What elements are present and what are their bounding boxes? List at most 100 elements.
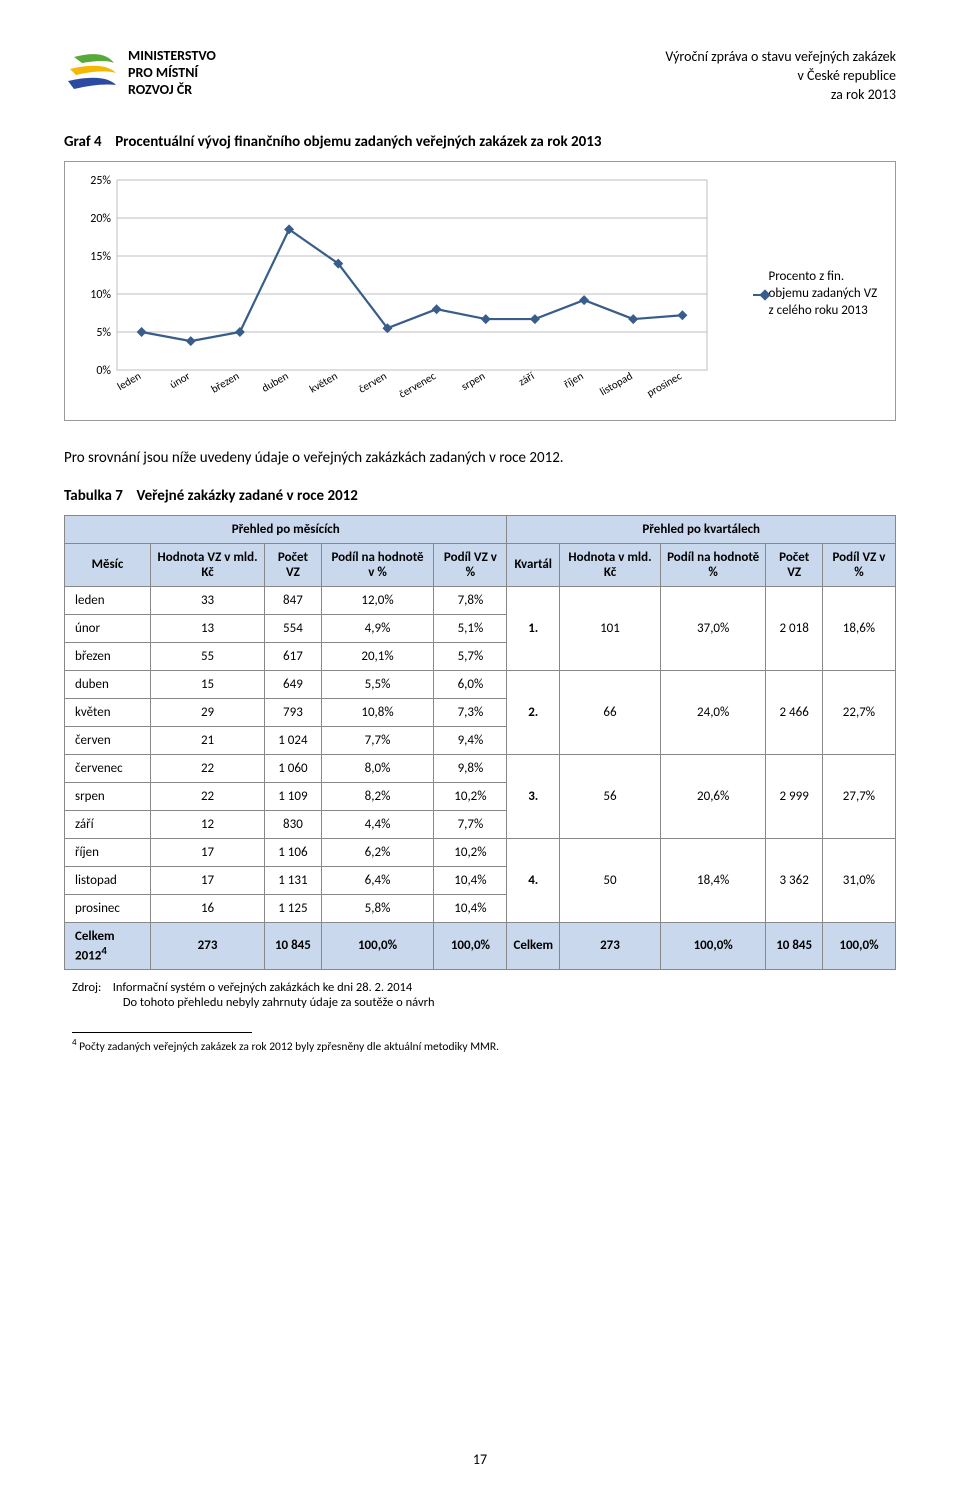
report-line3: za rok 2013 — [665, 86, 896, 105]
svg-text:únor: únor — [167, 369, 192, 391]
cell: 273 — [560, 922, 661, 969]
footnote-number: 4 — [72, 1037, 77, 1048]
table-title: Veřejné zakázky zadané v roce 2012 — [136, 487, 357, 505]
cell: 101 — [560, 586, 661, 670]
svg-text:červenec: červenec — [397, 369, 439, 401]
cell: 1. — [507, 586, 560, 670]
cell: 10,4% — [434, 866, 507, 894]
cell: 22,7% — [822, 670, 895, 754]
svg-text:prosinec: prosinec — [645, 369, 685, 399]
cell: červenec — [65, 754, 151, 782]
svg-text:5%: 5% — [96, 326, 111, 340]
footnote: 4 Počty zadaných veřejných zakázek za ro… — [64, 1037, 896, 1054]
report-line1: Výroční zpráva o stavu veřejných zakázek — [665, 48, 896, 67]
legend-marker-icon — [753, 289, 763, 301]
svg-text:srpen: srpen — [459, 369, 487, 393]
chart-title-row: Graf 4 Procentuální vývoj finančního obj… — [64, 133, 896, 151]
cell: 7,7% — [434, 810, 507, 838]
cell: 1 106 — [265, 838, 322, 866]
footnote-rule — [72, 1032, 252, 1033]
cell: 10,2% — [434, 838, 507, 866]
cell: leden — [65, 586, 151, 614]
ministry-logo-icon — [64, 53, 118, 93]
cell: 1 131 — [265, 866, 322, 894]
source-line2: Do tohoto přehledu nebyly zahrnuty údaje… — [123, 995, 435, 1010]
th-col: Kvartál — [507, 543, 560, 586]
ministry-line1: MINISTERSTVO — [128, 48, 216, 65]
cell: 9,4% — [434, 726, 507, 754]
cell: 1 125 — [265, 894, 322, 922]
cell: březen — [65, 642, 151, 670]
table-row: říjen171 1066,2%10,2%4.5018,4%3 36231,0% — [65, 838, 896, 866]
th-col: Hodnota VZ v mld. Kč — [150, 543, 264, 586]
chart-title: Procentuální vývoj finančního objemu zad… — [115, 133, 601, 151]
cell: 793 — [265, 698, 322, 726]
table-row: leden3384712,0%7,8%1.10137,0%2 01818,6% — [65, 586, 896, 614]
cell: 2 999 — [766, 754, 823, 838]
table-label: Tabulka 7 — [64, 487, 123, 505]
ministry-line2: PRO MÍSTNÍ — [128, 65, 216, 82]
cell: 56 — [560, 754, 661, 838]
cell: srpen — [65, 782, 151, 810]
cell: 18,4% — [660, 838, 766, 922]
svg-text:březen: březen — [209, 369, 242, 395]
cell: 9,8% — [434, 754, 507, 782]
cell: 649 — [265, 670, 322, 698]
cell: 1 109 — [265, 782, 322, 810]
cell: 100,0% — [660, 922, 766, 969]
cell: únor — [65, 614, 151, 642]
cell: 7,7% — [321, 726, 434, 754]
cell: 20,1% — [321, 642, 434, 670]
th-col: Podíl na hodnotě % — [660, 543, 766, 586]
source-block: Zdroj: Informační systém o veřejných zak… — [64, 980, 896, 1010]
svg-text:25%: 25% — [90, 174, 111, 188]
cell: 24,0% — [660, 670, 766, 754]
cell: 29 — [150, 698, 264, 726]
cell: 50 — [560, 838, 661, 922]
th-col: Počet VZ — [766, 543, 823, 586]
cell: 20,6% — [660, 754, 766, 838]
th-col: Podíl VZ v % — [822, 543, 895, 586]
cell: 554 — [265, 614, 322, 642]
cell: 21 — [150, 726, 264, 754]
cell: 5,1% — [434, 614, 507, 642]
cell: 2 466 — [766, 670, 823, 754]
intro-text: Pro srovnání jsou níže uvedeny údaje o v… — [64, 449, 896, 467]
page-header: MINISTERSTVO PRO MÍSTNÍ ROZVOJ ČR Výročn… — [64, 48, 896, 105]
data-table: Přehled po měsících Přehled po kvartálec… — [64, 515, 896, 970]
cell: 5,5% — [321, 670, 434, 698]
svg-text:leden: leden — [115, 369, 143, 393]
cell: 7,8% — [434, 586, 507, 614]
cell: 6,0% — [434, 670, 507, 698]
svg-text:říjen: říjen — [562, 369, 586, 390]
cell: 6,4% — [321, 866, 434, 894]
cell: 22 — [150, 782, 264, 810]
totals-row: Celkem 2012427310 845100,0%100,0%Celkem2… — [65, 922, 896, 969]
cell: červen — [65, 726, 151, 754]
cell: 617 — [265, 642, 322, 670]
cell: 273 — [150, 922, 264, 969]
th-col: Podíl VZ v % — [434, 543, 507, 586]
cell: 2 018 — [766, 586, 823, 670]
chart-container: 0%5%10%15%20%25%ledenúnorbřezendubenkvět… — [64, 161, 896, 421]
cell: listopad — [65, 866, 151, 894]
cell: 10,2% — [434, 782, 507, 810]
source-line1: Informační systém o veřejných zakázkách … — [113, 980, 413, 995]
cell: 7,3% — [434, 698, 507, 726]
cell: 10,4% — [434, 894, 507, 922]
cell: 5,7% — [434, 642, 507, 670]
cell: 33 — [150, 586, 264, 614]
cell: 55 — [150, 642, 264, 670]
table-title-row: Tabulka 7 Veřejné zakázky zadané v roce … — [64, 487, 896, 505]
legend-text: Procento z fin. objemu zadaných VZ z cel… — [769, 269, 884, 320]
ministry-logo-block: MINISTERSTVO PRO MÍSTNÍ ROZVOJ ČR — [64, 48, 216, 98]
th-col: Podíl na hodnotě v % — [321, 543, 434, 586]
cell: květen — [65, 698, 151, 726]
cell: 16 — [150, 894, 264, 922]
cell: 830 — [265, 810, 322, 838]
report-title: Výroční zpráva o stavu veřejných zakázek… — [665, 48, 896, 105]
cell: 27,7% — [822, 754, 895, 838]
cell: prosinec — [65, 894, 151, 922]
page-number: 17 — [0, 1451, 960, 1468]
cell: 15 — [150, 670, 264, 698]
